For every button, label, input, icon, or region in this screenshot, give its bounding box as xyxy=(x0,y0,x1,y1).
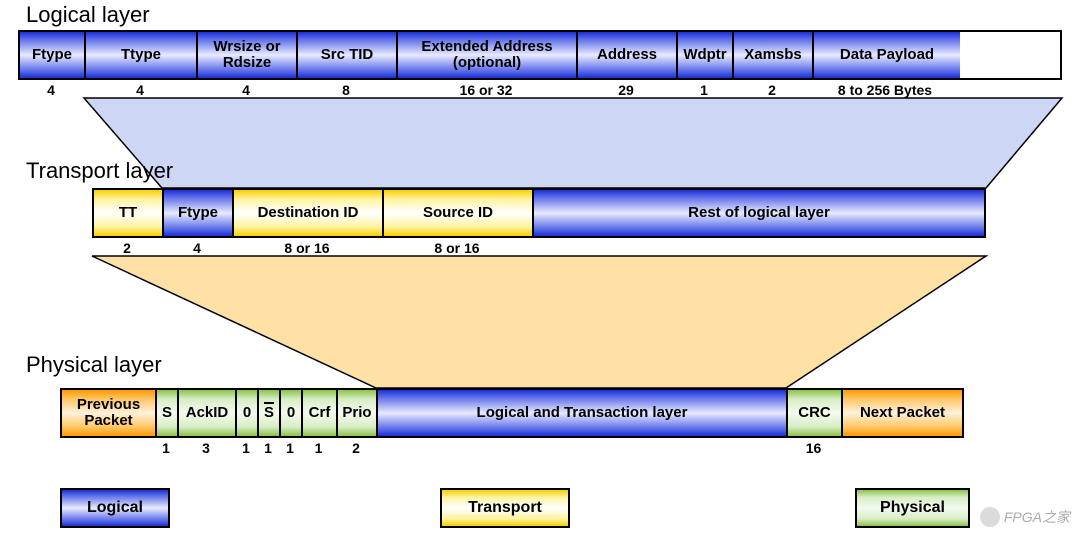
field-cell: Extended Address (optional) xyxy=(398,32,578,78)
transport-sizes: 248 or 168 or 16 xyxy=(92,240,986,256)
watermark: FPGA之家 xyxy=(980,507,1070,527)
field-size: 1 xyxy=(257,440,279,456)
field-size: 2 xyxy=(92,240,162,256)
field-size: 4 xyxy=(84,82,196,98)
field-cell: Previous Packet xyxy=(62,390,157,436)
field-cell: Rest of logical layer xyxy=(534,190,984,236)
field-cell: 0 xyxy=(281,390,303,436)
field-size: 4 xyxy=(196,82,296,98)
transport-title: Transport layer xyxy=(26,158,173,184)
field-size: 8 to 256 Bytes xyxy=(812,82,958,98)
field-size: 2 xyxy=(336,440,376,456)
field-cell: Ftype xyxy=(164,190,234,236)
field-size: 1 xyxy=(279,440,301,456)
field-size: 4 xyxy=(18,82,84,98)
field-size xyxy=(60,440,155,456)
logical-row: FtypeTtypeWrsize or RdsizeSrc TIDExtende… xyxy=(18,30,1062,80)
watermark-text: FPGA之家 xyxy=(1004,507,1070,527)
field-size: 1 xyxy=(155,440,177,456)
field-size: 8 or 16 xyxy=(382,240,532,256)
field-cell: Ttype xyxy=(86,32,198,78)
legend-logical: Logical xyxy=(60,488,170,528)
field-cell: S xyxy=(259,390,281,436)
physical-title: Physical layer xyxy=(26,352,162,378)
field-cell: 0 xyxy=(237,390,259,436)
field-size xyxy=(841,440,960,456)
field-cell: Prio xyxy=(338,390,378,436)
field-cell: Crf xyxy=(303,390,338,436)
field-size: 1 xyxy=(301,440,336,456)
field-cell: Source ID xyxy=(384,190,534,236)
watermark-icon xyxy=(980,507,1000,527)
field-size: 8 or 16 xyxy=(232,240,382,256)
physical-sizes: 131111216 xyxy=(60,440,964,456)
field-size: 16 or 32 xyxy=(396,82,576,98)
field-cell: Data Payload xyxy=(814,32,960,78)
field-size: 4 xyxy=(162,240,232,256)
legend-transport: Transport xyxy=(440,488,570,528)
field-cell: Destination ID xyxy=(234,190,384,236)
field-size xyxy=(532,240,982,256)
physical-row: Previous PacketSAckID0S0CrfPrioLogical a… xyxy=(60,388,964,438)
field-cell: Src TID xyxy=(298,32,398,78)
field-cell: Wdptr xyxy=(678,32,734,78)
field-size: 29 xyxy=(576,82,676,98)
field-cell: TT xyxy=(94,190,164,236)
field-cell: CRC xyxy=(788,390,843,436)
field-cell: Logical and Transaction layer xyxy=(378,390,788,436)
field-cell: Next Packet xyxy=(843,390,962,436)
field-cell: Xamsbs xyxy=(734,32,814,78)
field-cell: Ftype xyxy=(20,32,86,78)
field-cell: S xyxy=(157,390,179,436)
legend-physical: Physical xyxy=(855,488,970,528)
logical-title: Logical layer xyxy=(26,2,150,28)
connector-transport-physical xyxy=(0,238,1080,390)
field-size: 2 xyxy=(732,82,812,98)
field-cell: Wrsize or Rdsize xyxy=(198,32,298,78)
logical-sizes: 444816 or 3229128 to 256 Bytes xyxy=(18,82,1062,98)
field-size: 8 xyxy=(296,82,396,98)
transport-row: TTFtypeDestination IDSource IDRest of lo… xyxy=(92,188,986,238)
field-size: 16 xyxy=(786,440,841,456)
field-size: 1 xyxy=(676,82,732,98)
field-size: 3 xyxy=(177,440,235,456)
field-size xyxy=(376,440,786,456)
field-cell: AckID xyxy=(179,390,237,436)
field-size: 1 xyxy=(235,440,257,456)
field-cell: Address xyxy=(578,32,678,78)
